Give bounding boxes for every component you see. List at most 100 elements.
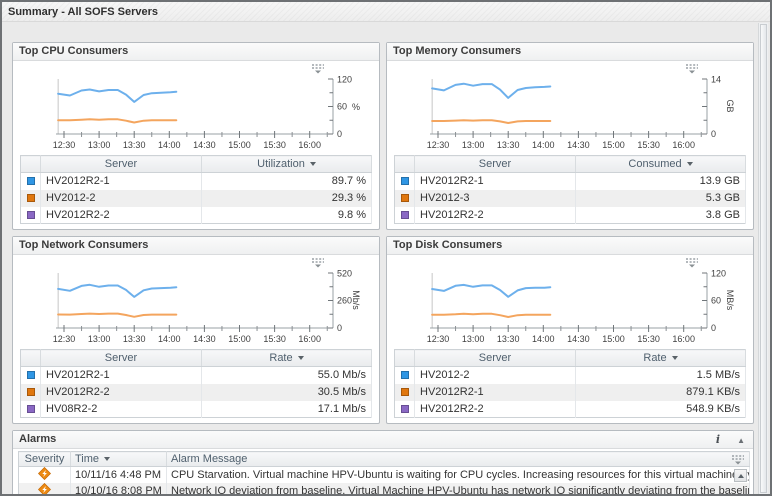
table-row[interactable]: HV2012R2-2 9.8 % — [20, 206, 372, 224]
metric-value: 13.9 GB — [575, 172, 746, 190]
metric-value: 548.9 KB/s — [575, 400, 746, 418]
panel-header: Top CPU Consumers — [13, 43, 379, 61]
table-row[interactable]: HV2012-2 1.5 MB/s — [394, 366, 746, 384]
table-row[interactable]: HV2012R2-2 30.5 Mb/s — [20, 383, 372, 401]
svg-text:520: 520 — [337, 269, 352, 279]
panel-top-cpu-consumers: Top CPU Consumers 12:30 13:00 13:30 14:00 14… — [12, 42, 380, 230]
panel-header: Top Disk Consumers — [387, 237, 753, 255]
disk-consumers-table: Server Rate HV2012-2 1.5 MB/s HV2012R2-1… — [394, 349, 746, 418]
server-name: HV2012-2 — [414, 366, 576, 384]
server-name: HV2012-2 — [40, 189, 202, 207]
metric-value: 3.8 GB — [575, 206, 746, 224]
svg-text:GB: GB — [725, 99, 735, 112]
column-header-utilization[interactable]: Utilization — [201, 155, 372, 173]
metric-value: 30.5 Mb/s — [201, 383, 372, 401]
panel-title: Top Memory Consumers — [393, 45, 522, 57]
table-row[interactable]: HV2012R2-2 548.9 KB/s — [394, 400, 746, 418]
svg-text:13:00: 13:00 — [88, 140, 111, 150]
server-name: HV2012R2-1 — [40, 366, 202, 384]
table-row[interactable]: HV2012R2-1 55.0 Mb/s — [20, 366, 372, 384]
server-name: HV2012R2-2 — [40, 383, 202, 401]
svg-text:13:00: 13:00 — [462, 140, 485, 150]
svg-text:14:30: 14:30 — [193, 140, 216, 150]
svg-text:15:30: 15:30 — [637, 140, 660, 150]
page-title: Summary - All SOFS Servers — [8, 6, 158, 18]
alarm-row[interactable]: 10/10/16 8:08 PM Network IO deviation fr… — [18, 483, 750, 494]
server-name: HV2012R2-2 — [40, 206, 202, 224]
table-row[interactable]: HV2012-3 5.3 GB — [394, 189, 746, 207]
panel-alarms: Alarms i ▲ Severity Time Alarm Message — [12, 430, 754, 494]
column-header-server[interactable]: Server — [414, 349, 576, 367]
table-row[interactable]: HV2012R2-1 879.1 KB/s — [394, 383, 746, 401]
table-row[interactable]: HV2012-2 29.3 % — [20, 189, 372, 207]
scrollbar-thumb[interactable] — [760, 24, 767, 493]
svg-text:14:00: 14:00 — [532, 140, 555, 150]
metric-value: 89.7 % — [201, 172, 372, 190]
table-customizer-icon[interactable] — [731, 454, 745, 465]
svg-text:16:00: 16:00 — [672, 334, 695, 344]
column-header-time[interactable]: Time — [70, 451, 167, 467]
panel-title: Top Disk Consumers — [393, 239, 503, 251]
column-header-server[interactable]: Server — [40, 155, 202, 173]
svg-text:12:30: 12:30 — [427, 140, 450, 150]
svg-text:14:00: 14:00 — [158, 140, 181, 150]
column-header-rate[interactable]: Rate — [575, 349, 746, 367]
series-color-swatch — [26, 177, 35, 186]
column-header-alarm-message[interactable]: Alarm Message — [166, 451, 750, 467]
sort-desc-icon — [309, 162, 316, 167]
svg-text:14:30: 14:30 — [567, 334, 590, 344]
server-name: HV2012R2-1 — [414, 172, 576, 190]
memory-consumers-table: Server Consumed HV2012R2-1 13.9 GB HV201… — [394, 155, 746, 224]
server-name: HV2012R2-1 — [40, 172, 202, 190]
svg-text:60: 60 — [711, 296, 721, 306]
svg-text:120: 120 — [337, 75, 352, 85]
server-name: HV2012R2-1 — [414, 383, 576, 401]
svg-text:260: 260 — [337, 296, 352, 306]
info-icon[interactable]: i — [715, 433, 721, 446]
chart-options-icon[interactable] — [685, 257, 699, 268]
panel-header: Top Network Consumers — [13, 237, 379, 255]
table-row[interactable]: HV2012R2-1 13.9 GB — [394, 172, 746, 190]
column-header-severity[interactable]: Severity — [18, 451, 71, 467]
alarm-row[interactable]: 10/11/16 4:48 PM CPU Starvation. Virtual… — [18, 466, 750, 483]
alarms-table: Severity Time Alarm Message 10/11/16 4:4… — [18, 451, 750, 494]
server-name: HV2012-3 — [414, 189, 576, 207]
svg-text:60: 60 — [337, 102, 347, 112]
panel-top-network-consumers: Top Network Consumers 12:30 13:00 13:30 14:… — [12, 236, 380, 424]
series-color-swatch — [26, 210, 35, 219]
svg-text:14: 14 — [711, 75, 721, 85]
title-bar: Summary - All SOFS Servers — [2, 2, 770, 22]
column-header-rate[interactable]: Rate — [201, 349, 372, 367]
table-row[interactable]: HV2012R2-1 89.7 % — [20, 172, 372, 190]
vertical-scrollbar[interactable] — [758, 23, 768, 494]
alarm-message: Network IO deviation from baseline. Virt… — [166, 483, 750, 494]
svg-text:15:00: 15:00 — [228, 140, 251, 150]
alarm-message: CPU Starvation. Virtual machine HPV-Ubun… — [166, 466, 750, 483]
cpu-chart-canvas: 12:30 13:00 13:30 14:00 14:30 15:00 15:30 16:00… — [53, 75, 360, 151]
chart-options-icon[interactable] — [311, 257, 325, 268]
column-header-consumed[interactable]: Consumed — [575, 155, 746, 173]
table-row[interactable]: HV08R2-2 17.1 Mb/s — [20, 400, 372, 418]
cpu-consumers-table: Server Utilization HV2012R2-1 89.7 % HV2… — [20, 155, 372, 224]
table-row[interactable]: HV2012R2-2 3.8 GB — [394, 206, 746, 224]
metric-value: 55.0 Mb/s — [201, 366, 372, 384]
column-header-server[interactable]: Server — [40, 349, 202, 367]
sort-desc-icon — [686, 162, 693, 167]
svg-text:MB/s: MB/s — [725, 290, 735, 311]
svg-text:16:00: 16:00 — [298, 140, 321, 150]
server-name: HV2012R2-2 — [414, 400, 576, 418]
column-header-server[interactable]: Server — [414, 155, 576, 173]
scroll-up-button[interactable] — [734, 469, 747, 482]
series-color-swatch — [400, 404, 409, 413]
svg-text:15:30: 15:30 — [263, 334, 286, 344]
chart-options-icon[interactable] — [311, 63, 325, 74]
panel-header: Top Memory Consumers — [387, 43, 753, 61]
column-header-swatch — [394, 155, 415, 173]
chart-options-icon[interactable] — [685, 63, 699, 74]
svg-text:14:00: 14:00 — [158, 334, 181, 344]
collapse-icon[interactable]: ▲ — [737, 436, 745, 445]
up-arrow-icon — [737, 473, 744, 478]
svg-text:14:00: 14:00 — [532, 334, 555, 344]
column-header-swatch — [394, 349, 415, 367]
svg-text:16:00: 16:00 — [298, 334, 321, 344]
